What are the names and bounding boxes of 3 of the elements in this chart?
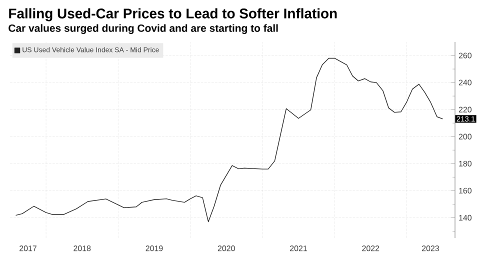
line-series (15, 58, 444, 222)
chart-subtitle: Car values surged during Covid and are starting to fall (8, 24, 278, 34)
chart-title: Falling Used-Car Prices to Lead to Softer Inflation (9, 8, 337, 22)
